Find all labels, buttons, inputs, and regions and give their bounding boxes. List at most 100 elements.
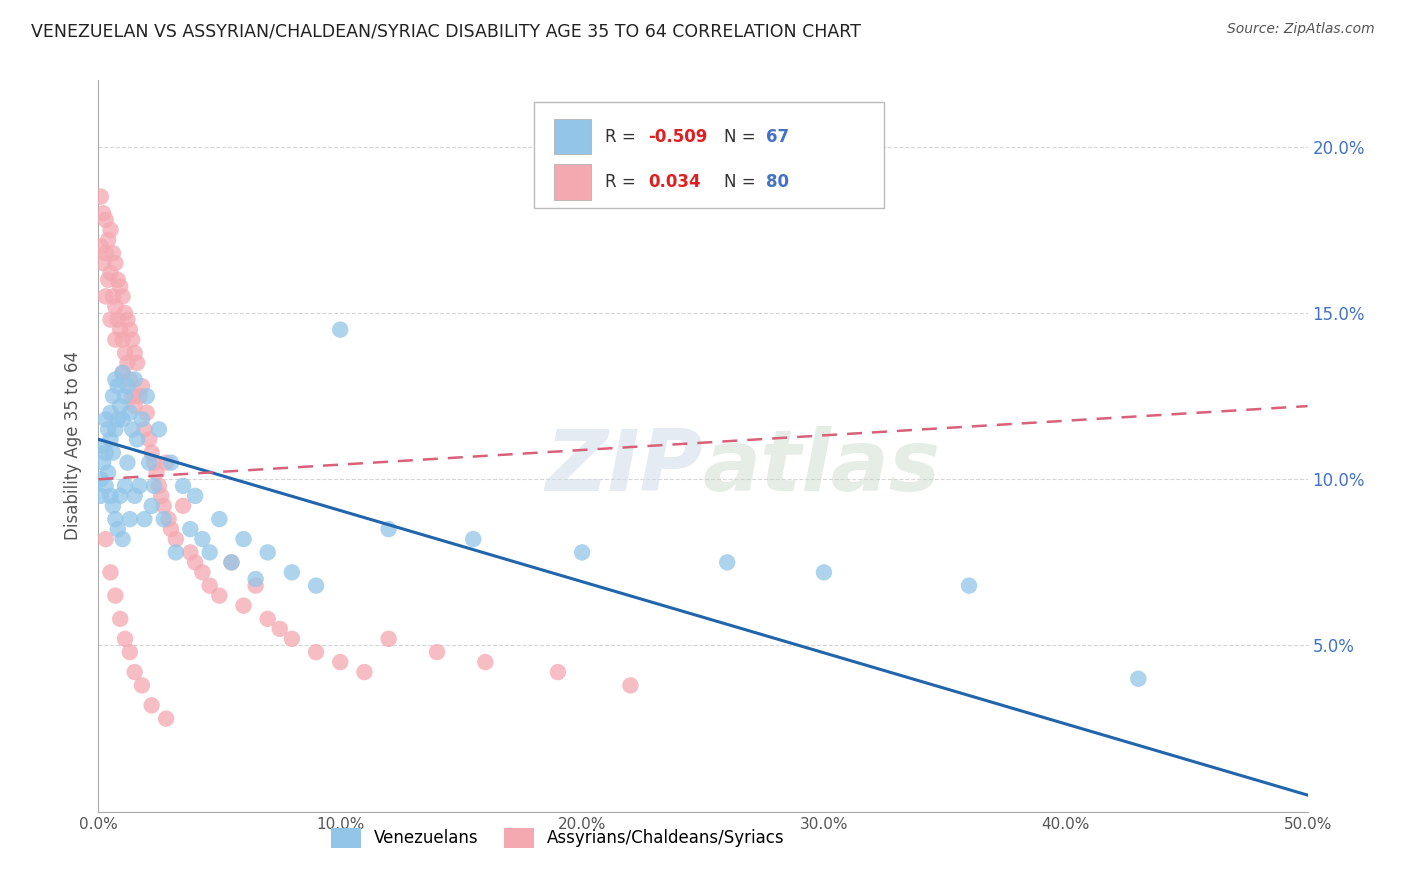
Point: [117, 312, 139, 326]
Point: [155, 712, 177, 726]
Point: [172, 479, 194, 493]
Point: [353, 665, 375, 679]
Point: [256, 612, 278, 626]
Point: [91, 206, 114, 220]
Point: [107, 522, 129, 536]
Point: [143, 479, 166, 493]
Point: [198, 579, 221, 593]
Point: [94, 289, 117, 303]
Point: [107, 412, 129, 426]
Point: [104, 589, 127, 603]
Point: [377, 522, 399, 536]
Point: [152, 512, 174, 526]
Point: [127, 433, 149, 447]
Point: [111, 412, 134, 426]
Point: [111, 366, 134, 380]
Point: [232, 599, 254, 613]
Point: [100, 266, 122, 280]
Point: [148, 479, 170, 493]
Point: [100, 223, 122, 237]
Point: [165, 532, 187, 546]
Point: [256, 545, 278, 559]
Point: [547, 665, 569, 679]
Point: [108, 612, 131, 626]
Point: [94, 246, 117, 260]
Point: [118, 645, 141, 659]
Text: atlas: atlas: [703, 426, 941, 509]
Point: [104, 422, 127, 436]
Text: ZIP: ZIP: [546, 426, 703, 509]
Point: [281, 632, 304, 646]
Point: [94, 445, 117, 459]
Point: [91, 439, 114, 453]
Point: [111, 532, 134, 546]
Point: [165, 545, 187, 559]
Point: [108, 489, 131, 503]
Point: [101, 246, 124, 260]
Point: [124, 372, 146, 386]
Point: [179, 522, 201, 536]
Point: [124, 399, 146, 413]
Point: [94, 412, 117, 426]
Point: [135, 389, 157, 403]
Point: [111, 366, 134, 380]
Point: [90, 189, 112, 203]
Point: [269, 622, 291, 636]
Point: [97, 466, 120, 480]
Text: R =: R =: [605, 173, 641, 191]
Point: [152, 499, 174, 513]
Point: [145, 466, 167, 480]
Point: [1128, 672, 1150, 686]
Point: [232, 532, 254, 546]
Point: [135, 406, 157, 420]
Point: [128, 389, 150, 403]
Point: [131, 412, 153, 426]
Point: [108, 323, 131, 337]
Legend: Venezuelans, Assyrians/Chaldeans/Syriacs: Venezuelans, Assyrians/Chaldeans/Syriacs: [325, 821, 792, 855]
Point: [114, 632, 136, 646]
Point: [94, 213, 117, 227]
Point: [108, 279, 131, 293]
Point: [160, 456, 183, 470]
Text: N =: N =: [724, 128, 761, 145]
Point: [134, 512, 156, 526]
Point: [329, 323, 352, 337]
Point: [305, 579, 328, 593]
Point: [101, 499, 124, 513]
Point: [184, 489, 207, 503]
Point: [157, 512, 180, 526]
Point: [90, 239, 112, 253]
Text: 67: 67: [766, 128, 789, 145]
Point: [101, 289, 124, 303]
Point: [107, 273, 129, 287]
Point: [150, 489, 173, 503]
Point: [104, 512, 127, 526]
Point: [101, 445, 124, 459]
Point: [97, 273, 120, 287]
Point: [305, 645, 328, 659]
Point: [131, 379, 153, 393]
Point: [141, 499, 163, 513]
Point: [100, 433, 122, 447]
Point: [121, 333, 143, 347]
Point: [100, 566, 122, 580]
Point: [107, 379, 129, 393]
FancyBboxPatch shape: [534, 103, 884, 209]
Point: [221, 555, 243, 569]
Point: [221, 555, 243, 569]
Point: [143, 456, 166, 470]
Point: [94, 479, 117, 493]
Point: [90, 489, 112, 503]
Point: [155, 456, 177, 470]
Point: [121, 389, 143, 403]
Point: [114, 479, 136, 493]
Point: [138, 456, 160, 470]
Point: [377, 632, 399, 646]
Point: [141, 698, 163, 713]
Point: [104, 372, 127, 386]
Point: [118, 323, 141, 337]
Point: [117, 356, 139, 370]
Point: [619, 678, 641, 692]
Point: [463, 532, 485, 546]
Point: [100, 312, 122, 326]
